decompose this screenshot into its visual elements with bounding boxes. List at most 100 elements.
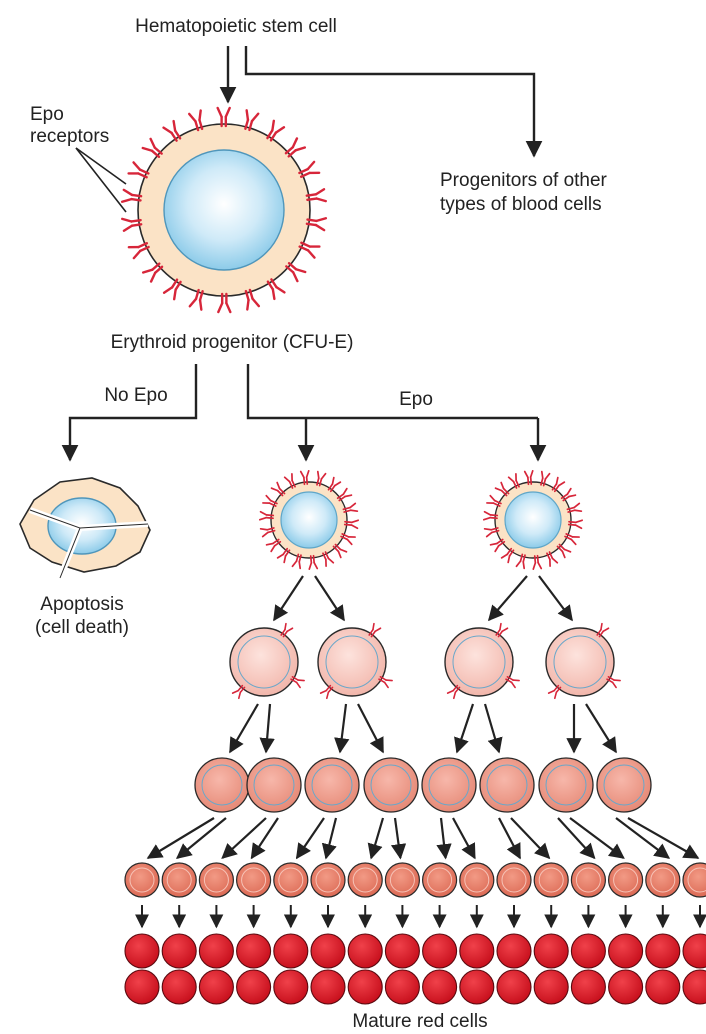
cell-nucleus xyxy=(504,491,562,549)
mature-red-cell xyxy=(608,933,644,969)
epo-receptor-icon xyxy=(489,538,506,553)
mature-red-cell xyxy=(347,933,383,969)
division-arrow xyxy=(229,703,259,754)
mature-red-cell xyxy=(273,933,309,969)
fourth-division-cells xyxy=(124,862,706,898)
epo-receptor-icon xyxy=(540,470,551,487)
epo-receptor-icon xyxy=(327,476,342,493)
division-arrow xyxy=(627,817,700,859)
epo-receptor-icon xyxy=(596,622,610,638)
epo-receptor-icon xyxy=(340,533,356,546)
epo-receptor-icon xyxy=(121,217,143,232)
epo-receptor-icon xyxy=(305,188,327,203)
epo-receptor-icon xyxy=(266,278,286,301)
mature-red-cell xyxy=(608,969,644,1005)
epo-receptor-icon xyxy=(332,543,348,559)
epo-receptor-icon xyxy=(162,278,182,301)
division-arrow xyxy=(321,817,338,860)
epo-receptor-icon xyxy=(284,137,307,158)
epo-receptor-icon xyxy=(551,476,566,493)
salmon-erythroid-cell xyxy=(479,757,535,813)
epo-receptor-icon xyxy=(258,510,275,521)
orange-erythroid-cell xyxy=(347,862,383,898)
epo-receptor-icon xyxy=(141,262,164,283)
division-arrow xyxy=(314,575,345,622)
epo-receptor-icon xyxy=(507,473,520,489)
salmon-erythroid-cell xyxy=(421,757,477,813)
epo-receptors-label-line2: receptors xyxy=(30,126,109,147)
epo-receptor-icon xyxy=(162,119,182,142)
division-arrow xyxy=(259,703,275,754)
epo-receptor-icon xyxy=(298,160,321,178)
epo-receptor-icon xyxy=(342,502,359,513)
erythroid-progenitor-cell xyxy=(120,106,328,314)
epo-receptor-icon xyxy=(567,519,584,530)
mature-red-cells-grid xyxy=(124,933,706,1005)
epo-receptors-label-line1: Epo xyxy=(30,104,64,125)
no-epo-arrow xyxy=(61,364,198,462)
mature-red-cell xyxy=(682,969,706,1005)
salmon-erythroid-cell xyxy=(304,757,360,813)
epo-receptor-icon xyxy=(216,106,231,128)
pink-erythroid-cell xyxy=(444,622,520,700)
epo-receptor-icon xyxy=(532,554,543,571)
epo-receptor-icon xyxy=(305,217,328,232)
epo-receptor-icon xyxy=(290,675,305,689)
orange-erythroid-cell xyxy=(310,862,346,898)
orange-erythroid-cell xyxy=(607,862,644,898)
stem-cell-label: Hematopoietic stem cell xyxy=(135,16,337,37)
mature-red-cell xyxy=(124,933,160,969)
epo-receptor-icon xyxy=(283,473,296,489)
division-arrow xyxy=(498,817,521,860)
division-arrow xyxy=(367,817,385,860)
division-arrow xyxy=(557,817,596,860)
epo-stimulated-progenitor-cell xyxy=(258,469,360,571)
epo-receptor-icon xyxy=(560,487,577,502)
epo-receptors-pointer-lines xyxy=(75,147,127,213)
mature-red-cell xyxy=(310,969,346,1005)
epo-receptor-icon xyxy=(319,684,334,700)
epo-receptor-icon xyxy=(495,622,509,638)
orange-erythroid-cell xyxy=(533,862,569,898)
epo-receptor-icon xyxy=(378,675,393,689)
orange-erythroid-cell xyxy=(422,862,458,898)
salmon-erythroid-cell xyxy=(363,757,419,813)
orange-erythroid-cell xyxy=(161,862,197,898)
epo-receptor-icon xyxy=(446,684,461,700)
mature-red-cell xyxy=(533,933,569,969)
epo-receptor-icon xyxy=(270,481,286,497)
epo-receptor-icon xyxy=(127,242,150,260)
division-arrow xyxy=(454,703,475,754)
epo-receptor-icon xyxy=(141,137,163,158)
mature-red-cell xyxy=(161,933,197,969)
pink-erythroid-cell xyxy=(317,622,393,700)
division-arrow xyxy=(146,817,215,859)
no-epo-label: No Epo xyxy=(104,385,167,406)
salmon-erythroid-cell xyxy=(246,757,302,813)
epo-receptor-icon xyxy=(285,262,307,283)
mature-red-cell xyxy=(645,933,681,969)
epo-receptor-icon xyxy=(262,494,278,507)
epo-receptor-icon xyxy=(299,469,310,486)
mature-red-cell xyxy=(236,969,272,1005)
orange-erythroid-cell xyxy=(682,862,706,898)
epo-receptor-icon xyxy=(217,292,232,314)
epo-receptor-icon xyxy=(188,288,204,311)
epo-receptor-icon xyxy=(127,161,150,179)
epo-receptor-icon xyxy=(500,547,515,564)
division-arrow xyxy=(390,817,407,860)
mature-red-cell xyxy=(161,969,197,1005)
epo-label: Epo xyxy=(399,389,433,410)
epo-stimulated-progenitor-cell xyxy=(482,469,584,571)
division-arrow xyxy=(273,575,304,622)
epo-receptor-icon xyxy=(244,109,260,132)
salmon-erythroid-cell xyxy=(194,757,250,813)
epo-receptor-icon xyxy=(515,553,526,570)
epo-receptor-icon xyxy=(556,543,572,559)
division-arrow xyxy=(176,817,227,859)
epo-receptor-icon xyxy=(336,487,353,502)
division-arrow xyxy=(585,703,617,754)
epo-receptor-icon xyxy=(188,109,204,132)
stem-to-other-progenitors-arrow xyxy=(244,46,543,158)
